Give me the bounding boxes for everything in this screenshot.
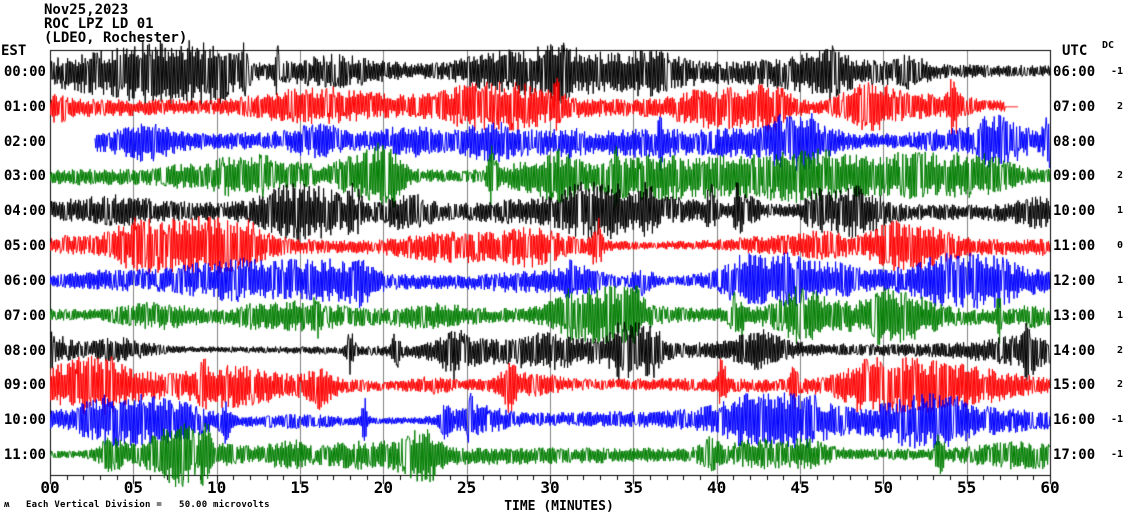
est-hour-label: 02:00	[3, 133, 46, 150]
utc-hour-label: 11:00	[1053, 238, 1096, 255]
utc-hour-label: 12:00	[1053, 272, 1096, 289]
utc-hour-label: 10:00	[1053, 203, 1096, 220]
x-tick-label: 55	[957, 478, 977, 497]
x-tick-label: 20	[373, 478, 393, 497]
x-tick-label: 10	[207, 478, 227, 497]
est-hour-label: 04:00	[3, 203, 46, 220]
right-timezone-label: UTC	[1062, 43, 1088, 59]
left-timezone-label: EST	[1, 43, 27, 59]
est-hour-label: 09:00	[3, 377, 46, 394]
header-date: Nov25,2023	[44, 2, 129, 18]
dc-offset-value: 2	[1116, 100, 1123, 112]
x-tick-label: 35	[623, 478, 643, 497]
utc-hour-label: 06:00	[1053, 64, 1096, 80]
dc-offset-value: -1	[1110, 449, 1123, 460]
mini-waveform-icon: ʍ	[4, 500, 10, 510]
vertical-scale-note: Each Vertical Division = 50.00 microvolt…	[26, 500, 270, 510]
x-tick-label: 00	[40, 478, 60, 497]
utc-hour-label: 14:00	[1053, 342, 1096, 359]
est-hour-label: 01:00	[3, 98, 46, 115]
utc-hour-label: 17:00	[1053, 447, 1096, 463]
dc-offset-value: 2	[1116, 344, 1123, 356]
x-tick-label: 25	[457, 478, 477, 497]
est-hour-label: 07:00	[3, 307, 46, 324]
x-tick-label: 40	[707, 478, 727, 497]
x-axis-title: TIME (MINUTES)	[504, 499, 614, 514]
dc-column-header: DC	[1102, 40, 1115, 51]
dc-offset-value: -1	[1110, 66, 1123, 77]
x-tick-label: 45	[790, 478, 810, 497]
est-hour-label: 00:00	[3, 64, 46, 80]
x-tick-label: 05	[123, 478, 143, 497]
dc-offset-value: 0	[1116, 240, 1123, 252]
header-network-name: (LDEO, Rochester)	[44, 30, 188, 46]
x-tick-label: 15	[290, 478, 310, 497]
dc-offset-value: -1	[1110, 414, 1123, 426]
est-hour-label: 10:00	[3, 412, 46, 429]
dc-offset-value: 1	[1116, 274, 1123, 286]
dc-offset-value: 1	[1116, 309, 1123, 321]
est-hour-label: 11:00	[3, 447, 46, 463]
utc-hour-label: 08:00	[1053, 133, 1096, 150]
dc-offset-value: 2	[1116, 379, 1123, 391]
header-station-id: ROC LPZ LD 01	[44, 16, 154, 32]
utc-hour-label: 07:00	[1053, 98, 1096, 115]
dc-offset-value: 2	[1116, 170, 1123, 182]
utc-hour-label: 15:00	[1053, 377, 1096, 394]
x-tick-label: 30	[540, 478, 560, 497]
est-hour-label: 06:00	[3, 272, 46, 289]
dc-offset-value: 1	[1116, 205, 1123, 217]
utc-hour-label: 13:00	[1053, 307, 1096, 324]
x-tick-label: 60	[1040, 478, 1060, 497]
est-hour-label: 03:00	[3, 168, 46, 185]
x-tick-label: 50	[873, 478, 893, 497]
utc-hour-label: 09:00	[1053, 168, 1096, 185]
est-hour-label: 08:00	[3, 342, 46, 359]
utc-hour-label: 16:00	[1053, 412, 1096, 429]
est-hour-label: 05:00	[3, 238, 46, 255]
